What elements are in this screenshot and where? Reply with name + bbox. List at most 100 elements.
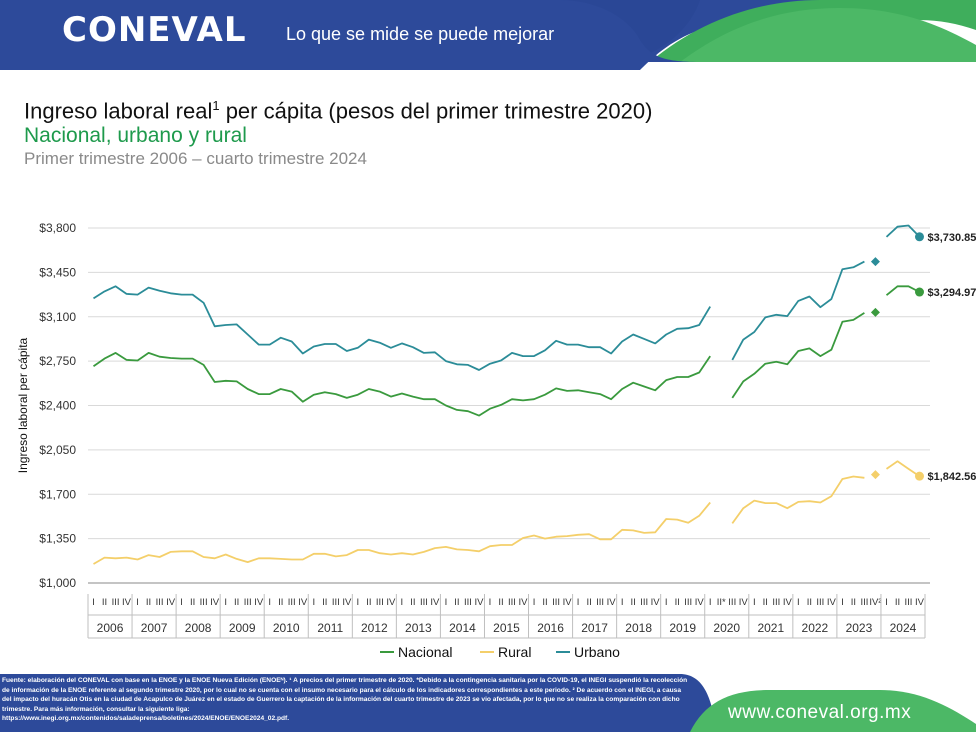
x-tick-year: 2012 bbox=[361, 621, 388, 635]
series-line-rural bbox=[93, 501, 711, 565]
x-tick-year: 2023 bbox=[846, 621, 873, 635]
x-tick-quarter: I bbox=[621, 597, 624, 608]
x-tick-quarter: IV² bbox=[869, 597, 881, 608]
x-tick-quarter: I bbox=[841, 597, 844, 608]
x-tick-quarter: I bbox=[180, 597, 183, 608]
data-label-urbano: $3,730.85 bbox=[927, 232, 976, 244]
footer-banner bbox=[0, 672, 976, 732]
x-tick-quarter: I bbox=[445, 597, 448, 608]
x-tick-quarter: I bbox=[797, 597, 800, 608]
series-line-nacional bbox=[92, 351, 711, 417]
x-tick-quarter: III bbox=[905, 597, 913, 608]
x-tick-year: 2010 bbox=[273, 621, 300, 635]
y-tick-label: $1,700 bbox=[39, 487, 76, 501]
x-tick-quarter: II bbox=[851, 597, 856, 608]
x-tick-quarter: II bbox=[631, 597, 636, 608]
x-tick-quarter: IV bbox=[166, 597, 176, 608]
marker-end-urbano bbox=[914, 232, 924, 242]
y-tick-label: $1,350 bbox=[39, 532, 76, 546]
x-tick-quarter: IV bbox=[474, 597, 484, 608]
x-tick-year: 2009 bbox=[229, 621, 256, 635]
x-tick-quarter: II bbox=[586, 597, 591, 608]
x-tick-quarter: II bbox=[542, 597, 547, 608]
line-chart: $1,000 $1,350 $1,700 $2,050 $2,400 $2,750 $3,1… bbox=[16, 221, 976, 660]
x-tick-quarter: II bbox=[190, 597, 195, 608]
y-tick-label: $2,750 bbox=[39, 354, 76, 368]
x-tick-quarter: IV bbox=[739, 597, 749, 608]
x-tick-quarter: III bbox=[332, 597, 340, 608]
coneval-logo: CONEVAL bbox=[62, 10, 247, 50]
x-tick-quarter: III bbox=[552, 597, 560, 608]
x-tick-quarter: III bbox=[244, 597, 252, 608]
x-tick-year: 2006 bbox=[97, 621, 124, 635]
legend-label: Nacional bbox=[398, 644, 452, 660]
chart-title-footnote-mark: 1 bbox=[212, 98, 220, 113]
x-tick-year: 2008 bbox=[185, 621, 212, 635]
x-tick-quarter: I bbox=[885, 597, 888, 608]
x-tick-quarter: I bbox=[533, 597, 536, 608]
x-tick-quarter: IV bbox=[210, 597, 220, 608]
x-tick-quarter: I bbox=[357, 597, 360, 608]
x-tick-quarter: III bbox=[200, 597, 208, 608]
x-tick-year: 2020 bbox=[713, 621, 740, 635]
chart-title-main: Ingreso laboral real bbox=[24, 98, 213, 124]
x-tick-quarter: II bbox=[763, 597, 768, 608]
x-tick-quarter: I bbox=[224, 597, 227, 608]
legend-label: Urbano bbox=[574, 644, 620, 660]
y-tick-label: $3,450 bbox=[39, 265, 76, 279]
y-tick-label: $3,800 bbox=[39, 221, 76, 235]
x-tick-quarter: IV bbox=[519, 597, 529, 608]
y-tick-label: $3,100 bbox=[39, 310, 76, 324]
x-tick-year: 2016 bbox=[537, 621, 564, 635]
x-tick-year: 2024 bbox=[890, 621, 917, 635]
x-tick-quarter: IV bbox=[298, 597, 308, 608]
x-tick-quarter: II bbox=[366, 597, 371, 608]
marker-diamond-rural bbox=[870, 470, 880, 480]
x-tick-year: 2015 bbox=[493, 621, 520, 635]
footnote-link[interactable]: https://www.inegi.org.mx/contenidos/sala… bbox=[2, 715, 290, 723]
x-tick-quarter: II bbox=[454, 597, 459, 608]
series-line-urbano bbox=[731, 260, 865, 361]
x-tick-quarter: IV bbox=[827, 597, 837, 608]
data-label-nacional: $3,294.97 bbox=[927, 287, 976, 299]
chart-title-rest: per cápita (pesos del primer trimestre 2… bbox=[219, 98, 653, 124]
x-tick-quarter: IV bbox=[254, 597, 264, 608]
x-tick-quarter: I bbox=[92, 597, 95, 608]
legend-label: Rural bbox=[498, 644, 531, 660]
website-link[interactable]: www.coneval.org.mx bbox=[728, 702, 912, 723]
x-tick-quarter: I bbox=[401, 597, 404, 608]
x-tick-quarter: IV bbox=[783, 597, 793, 608]
series-line-rural bbox=[885, 460, 920, 477]
header-slogan: Lo que se mide se puede mejorar bbox=[286, 24, 555, 44]
x-tick-quarter: II bbox=[102, 597, 107, 608]
x-tick-year: 2007 bbox=[141, 621, 168, 635]
x-tick-quarter: III bbox=[772, 597, 780, 608]
y-tick-label: $2,050 bbox=[39, 443, 76, 457]
header-background bbox=[0, 0, 976, 92]
x-tick-quarter: II* bbox=[717, 597, 726, 608]
x-tick-quarter: III bbox=[376, 597, 384, 608]
x-tick-quarter: IV bbox=[430, 597, 440, 608]
x-tick-year: 2019 bbox=[669, 621, 696, 635]
x-tick-quarter: IV bbox=[695, 597, 705, 608]
x-tick-quarter: I bbox=[136, 597, 139, 608]
footer-background bbox=[0, 674, 976, 732]
x-tick-quarter: IV bbox=[651, 597, 661, 608]
x-tick-quarter: III bbox=[288, 597, 296, 608]
x-tick-quarter: III bbox=[156, 597, 164, 608]
chart-subtitle: Nacional, urbano y rural bbox=[24, 124, 247, 148]
x-tick-quarter: III bbox=[728, 597, 736, 608]
series-line-urbano bbox=[885, 224, 921, 238]
x-tick-year: 2018 bbox=[625, 621, 652, 635]
x-tick-quarter: III bbox=[640, 597, 648, 608]
header-banner: CONEVAL Lo que se mide se puede mejorar bbox=[0, 0, 976, 92]
x-tick-quarter: III bbox=[464, 597, 472, 608]
x-tick-quarter: IV bbox=[342, 597, 352, 608]
x-tick-year: 2021 bbox=[757, 621, 784, 635]
series-line-nacional bbox=[885, 285, 920, 296]
x-tick-year: 2014 bbox=[449, 621, 476, 635]
x-tick-quarter: II bbox=[146, 597, 151, 608]
series-line-rural bbox=[731, 475, 865, 524]
x-tick-quarter: IV bbox=[563, 597, 573, 608]
x-tick-quarter: I bbox=[312, 597, 315, 608]
